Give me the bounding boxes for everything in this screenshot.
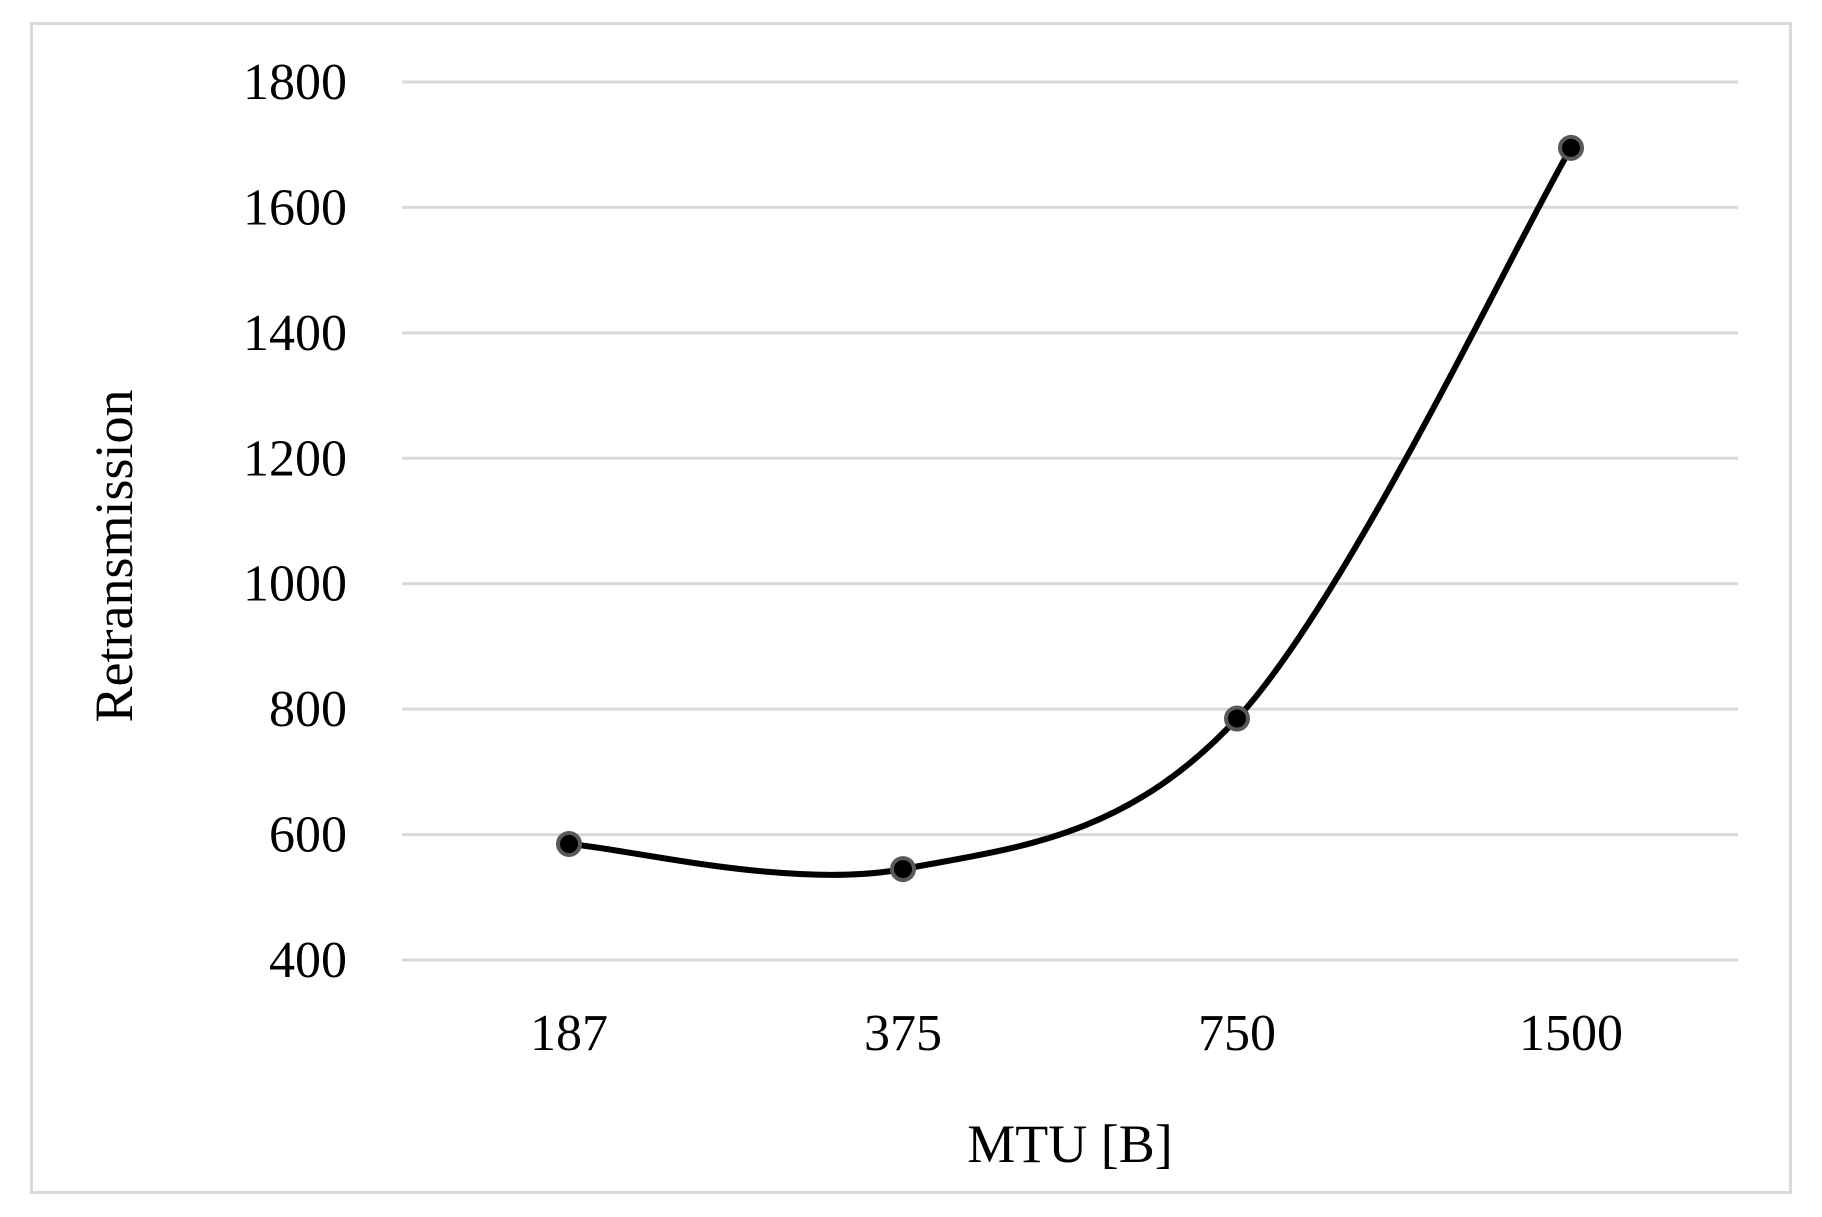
x-tick-label: 187 xyxy=(530,1005,608,1062)
y-tick-label: 1600 xyxy=(243,179,347,236)
x-tick-label: 750 xyxy=(1198,1005,1276,1062)
grid-lines xyxy=(402,80,1738,962)
data-point xyxy=(556,830,582,857)
y-tick-labels: 400 600 800 1000 1200 1400 1600 1800 xyxy=(243,54,347,989)
x-axis-title: MTU [B] xyxy=(967,1114,1172,1174)
y-tick-label: 1000 xyxy=(243,556,347,613)
y-tick-label: 800 xyxy=(269,681,347,738)
data-point xyxy=(890,856,916,883)
y-tick-label: 1400 xyxy=(243,305,347,362)
x-tick-label: 375 xyxy=(864,1005,942,1062)
series-group xyxy=(556,134,1584,883)
y-tick-label: 1800 xyxy=(243,54,347,111)
y-tick-label: 1200 xyxy=(243,430,347,487)
data-point xyxy=(1224,705,1250,732)
series-line xyxy=(566,144,1574,878)
y-tick-label: 600 xyxy=(269,807,347,864)
y-axis-title: Retransmission xyxy=(84,390,144,723)
x-tick-labels: 187 375 750 1500 xyxy=(530,1005,1623,1062)
data-point xyxy=(1558,134,1584,161)
x-tick-label: 1500 xyxy=(1519,1005,1623,1062)
y-tick-label: 400 xyxy=(269,932,347,989)
chart-frame xyxy=(30,22,1792,1194)
